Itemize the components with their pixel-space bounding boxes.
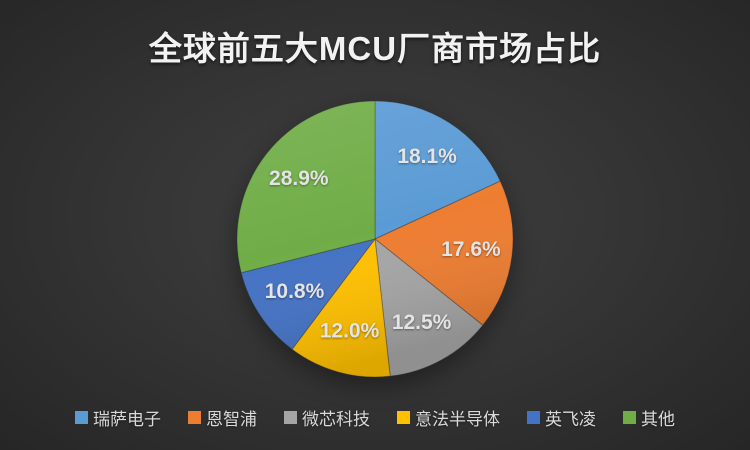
legend-swatch	[623, 411, 636, 424]
legend-item-5: 其他	[623, 405, 675, 430]
slice-label-5: 28.9%	[269, 167, 329, 190]
legend-swatch	[527, 411, 540, 424]
legend-label: 恩智浦	[206, 410, 257, 429]
legend-item-3: 意法半导体	[397, 405, 500, 430]
slice-label-4: 10.8%	[265, 280, 325, 303]
legend-label: 瑞萨电子	[93, 410, 161, 429]
chart-title: 全球前五大MCU厂商市场占比	[148, 30, 602, 67]
pie-chart: 18.1% 17.6% 12.5% 12.0% 10.8% 28.9%	[236, 100, 514, 378]
legend-swatch	[188, 411, 201, 424]
legend-swatch	[397, 411, 410, 424]
legend-item-0: 瑞萨电子	[75, 405, 161, 430]
slice-label-2: 12.5%	[392, 311, 452, 334]
legend-label: 意法半导体	[415, 410, 500, 429]
legend-item-4: 英飞凌	[527, 405, 596, 430]
legend-label: 英飞凌	[545, 410, 596, 429]
legend: 瑞萨电子 恩智浦 微芯科技 意法半导体 英飞凌 其他	[0, 405, 750, 430]
pie-slice-labels: 18.1% 17.6% 12.5% 12.0% 10.8% 28.9%	[265, 145, 501, 343]
legend-item-2: 微芯科技	[284, 405, 370, 430]
legend-swatch	[75, 411, 88, 424]
slice-label-0: 18.1%	[397, 145, 457, 168]
legend-label: 微芯科技	[302, 410, 370, 429]
slice-label-3: 12.0%	[320, 320, 380, 343]
legend-label: 其他	[641, 410, 675, 429]
slice-label-1: 17.6%	[441, 238, 501, 261]
legend-item-1: 恩智浦	[188, 405, 257, 430]
legend-swatch	[284, 411, 297, 424]
